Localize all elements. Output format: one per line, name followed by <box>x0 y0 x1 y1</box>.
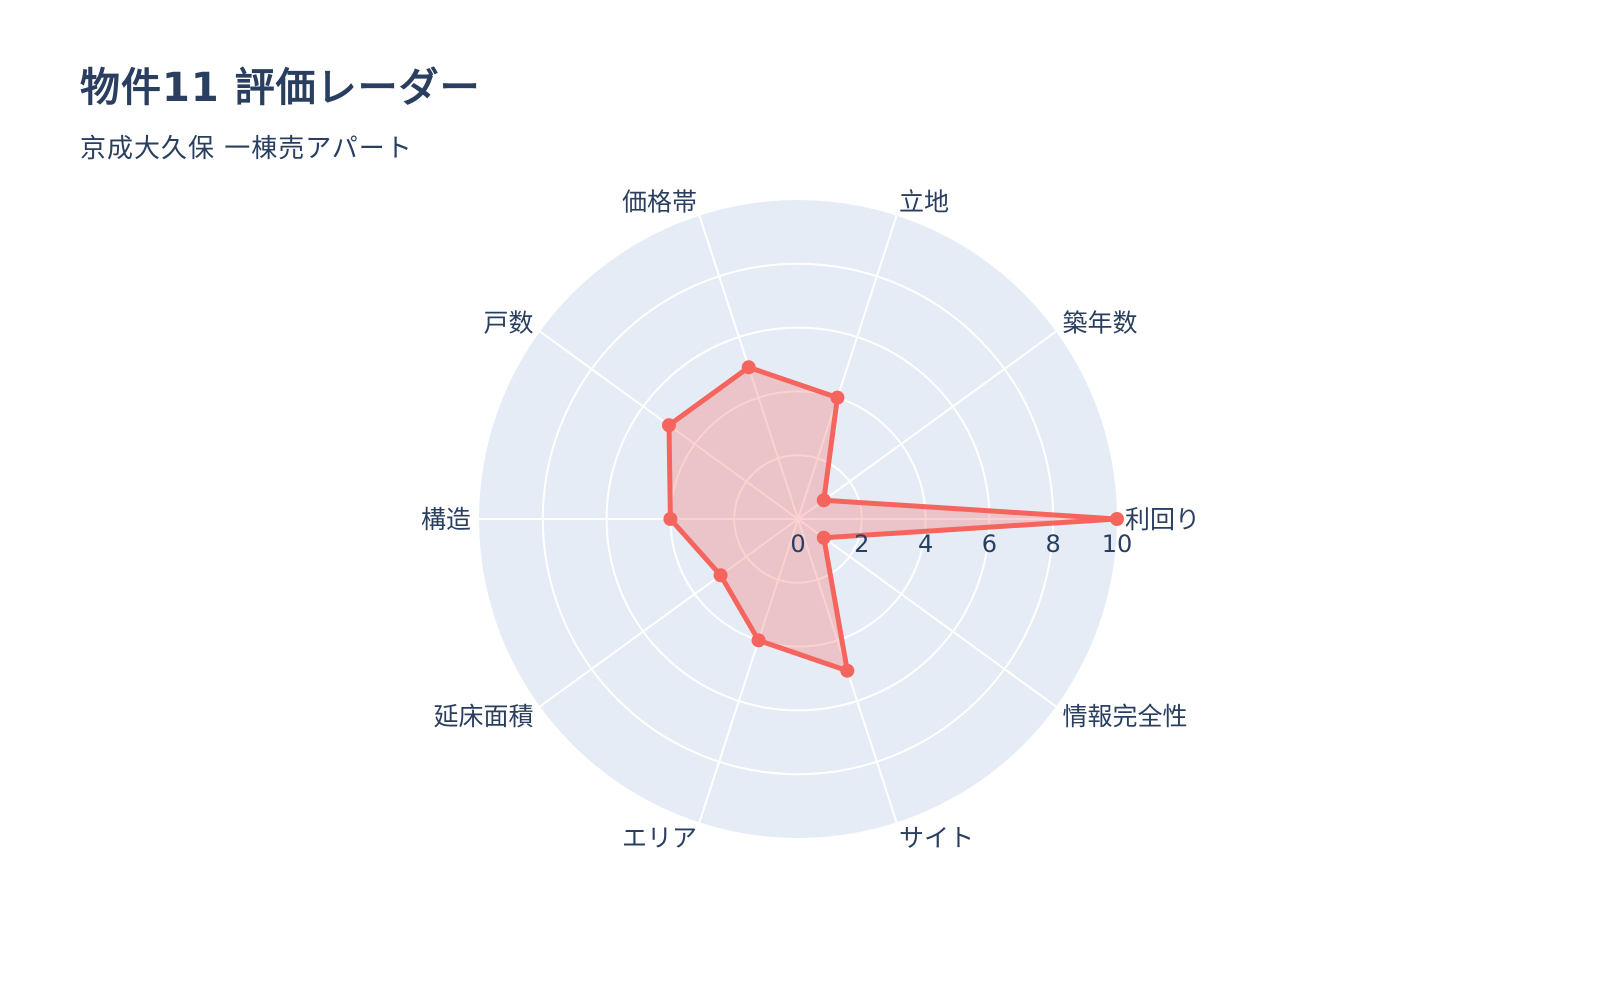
category-label: 延床面積 <box>433 702 533 731</box>
radial-tick-label: 6 <box>982 530 997 558</box>
radar-point <box>840 663 855 678</box>
category-label: サイト <box>899 824 974 853</box>
radar-point <box>741 360 756 375</box>
category-label: 価格帯 <box>622 187 697 216</box>
grid-spoke <box>797 518 1057 708</box>
radar-point <box>663 512 678 526</box>
page-subtitle: 京成大久保 一棟売アパート <box>80 134 413 164</box>
radar-point <box>751 633 766 648</box>
category-label: 築年数 <box>1063 309 1138 338</box>
radar-point <box>830 390 845 405</box>
radar-point <box>1110 512 1124 526</box>
page-title: 物件11 評価レーダー <box>80 65 481 111</box>
category-label: 戸数 <box>483 309 533 338</box>
category-label: エリア <box>622 824 697 853</box>
radial-tick-label: 10 <box>1102 530 1133 558</box>
radar-fill <box>669 367 1117 671</box>
radar-point <box>713 568 728 583</box>
category-label: 立地 <box>899 187 949 216</box>
radar-point <box>816 530 831 545</box>
radial-tick-label: 4 <box>918 530 933 558</box>
grid-spoke <box>698 518 799 823</box>
radar-series-layer <box>661 360 1124 678</box>
category-label: 情報完全性 <box>1063 702 1188 731</box>
grid-spoke <box>539 518 799 708</box>
grid-spoke <box>797 215 898 520</box>
radial-tick-label: 8 <box>1046 530 1061 558</box>
radar-point <box>661 418 676 433</box>
radial-tick-label: 0 <box>790 530 805 558</box>
category-label: 構造 <box>421 505 471 534</box>
radar-point <box>816 493 831 508</box>
grid-spoke <box>797 330 1057 520</box>
radial-tick-label: 2 <box>854 530 869 558</box>
category-label: 利回り <box>1125 505 1200 534</box>
